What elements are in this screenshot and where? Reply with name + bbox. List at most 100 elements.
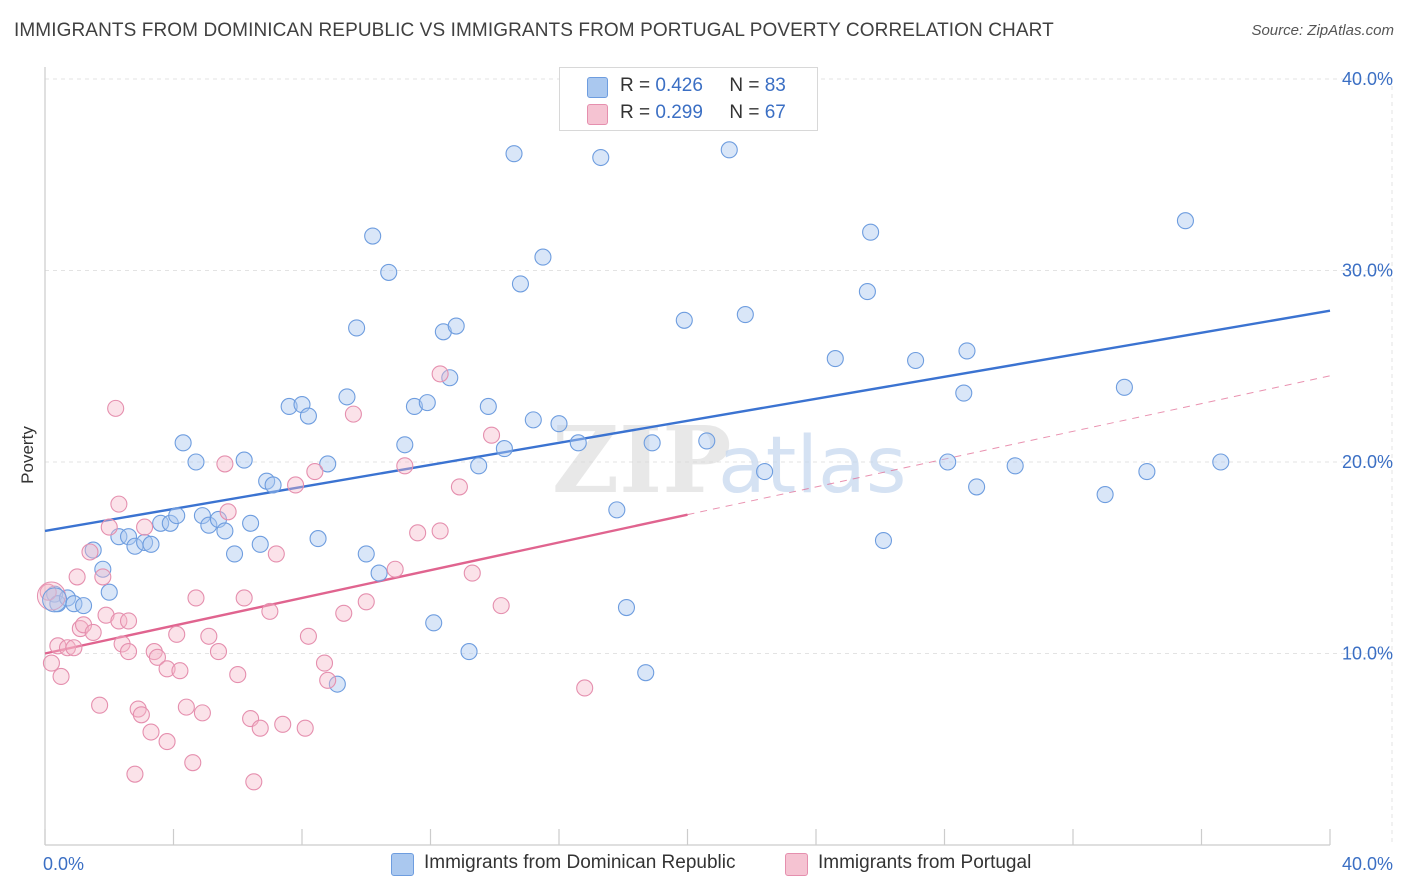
point-dominican [299, 407, 317, 425]
point-portugal [492, 597, 510, 615]
legend-r-value: 0.299 [655, 102, 703, 123]
point-dominican [1212, 453, 1230, 471]
point-dominican [592, 148, 610, 167]
bottom-legend-swatch-blue [391, 853, 414, 876]
point-dominican [736, 305, 754, 324]
point-portugal [65, 639, 83, 657]
legend-r-label: R = [620, 102, 656, 123]
point-portugal [209, 643, 228, 661]
point-dominican [216, 522, 234, 540]
point-dominican [569, 434, 587, 452]
point-dominican [874, 531, 893, 550]
point-dominican [862, 223, 880, 241]
point-portugal [463, 564, 481, 582]
point-portugal [431, 365, 449, 383]
point-portugal [119, 643, 138, 661]
grid-lines [45, 78, 1393, 845]
point-dominican [142, 535, 160, 553]
trend-line-portugal-extension [687, 375, 1331, 516]
point-portugal [91, 696, 109, 714]
point-portugal [110, 612, 128, 630]
y-tick-label: 30.0% [1342, 261, 1393, 281]
point-portugal [52, 667, 70, 686]
y-tick-label: 20.0% [1342, 452, 1393, 472]
point-dominican [505, 145, 523, 163]
point-dominican [100, 583, 118, 601]
trend-line-portugal [44, 513, 688, 655]
point-dominican [370, 564, 388, 582]
point-dominican [152, 514, 170, 532]
point-portugal [287, 476, 305, 494]
point-portugal [296, 719, 314, 737]
point-dominican [264, 476, 282, 494]
point-portugal [396, 457, 414, 475]
point-dominican [364, 227, 382, 245]
point-portugal [148, 648, 166, 666]
point-portugal [36, 581, 66, 611]
point-dominican [251, 535, 269, 553]
point-portugal [187, 589, 205, 607]
point-portugal [126, 765, 144, 783]
point-portugal [142, 723, 160, 741]
point-portugal [409, 524, 427, 542]
point-dominican [280, 397, 298, 416]
point-portugal [132, 706, 150, 724]
point-dominican [46, 585, 64, 603]
point-portugal [119, 612, 138, 630]
legend-n-label: N = [729, 102, 765, 123]
point-portugal [100, 518, 118, 536]
point-dominican [479, 397, 497, 416]
point-dominican [756, 463, 774, 481]
point-dominican [225, 545, 244, 563]
point-dominican [1138, 463, 1156, 481]
point-dominican [858, 283, 876, 301]
legend-swatch-pink [587, 104, 608, 125]
point-dominican [958, 342, 976, 360]
point-dominican [955, 384, 973, 402]
point-dominican [1115, 378, 1133, 396]
trend-line-dominican [44, 309, 1331, 533]
point-portugal [171, 662, 189, 680]
point-dominican [441, 369, 459, 387]
point-dominican [58, 589, 77, 607]
point-portugal [136, 518, 154, 536]
point-dominican [75, 597, 93, 615]
point-portugal [335, 604, 353, 622]
x-tick-label: 40.0% [1342, 854, 1393, 874]
y-tick-label: 10.0% [1342, 644, 1393, 664]
point-portugal [184, 754, 202, 772]
point-dominican [136, 533, 154, 551]
point-portugal [177, 698, 195, 716]
point-dominican [187, 453, 205, 471]
point-portugal [251, 719, 269, 737]
bottom-legend-swatch-pink [785, 853, 808, 876]
point-dominican [380, 263, 398, 281]
point-portugal [576, 679, 594, 697]
point-dominican [826, 350, 844, 368]
point-dominican [1176, 212, 1194, 230]
point-dominican [309, 530, 327, 548]
point-dominican [357, 545, 375, 563]
point-dominican [939, 453, 957, 471]
legend-r-value: 0.426 [655, 75, 703, 96]
point-dominican [193, 507, 211, 525]
point-dominican [511, 275, 530, 293]
point-dominican [720, 141, 738, 159]
legend-n-label: N = [729, 75, 765, 96]
point-dominican [617, 598, 636, 617]
point-dominican [470, 457, 488, 475]
legend-n-value: 67 [764, 102, 786, 123]
point-portugal [482, 426, 501, 444]
point-dominican [174, 434, 192, 452]
point-portugal [229, 666, 247, 684]
point-portugal [110, 495, 128, 513]
point-dominican [1006, 457, 1024, 475]
point-dominican [396, 436, 414, 454]
point-dominican [319, 455, 337, 473]
point-dominican [608, 501, 626, 519]
point-portugal [219, 503, 237, 521]
point-portugal [81, 543, 99, 561]
point-portugal [344, 405, 362, 423]
